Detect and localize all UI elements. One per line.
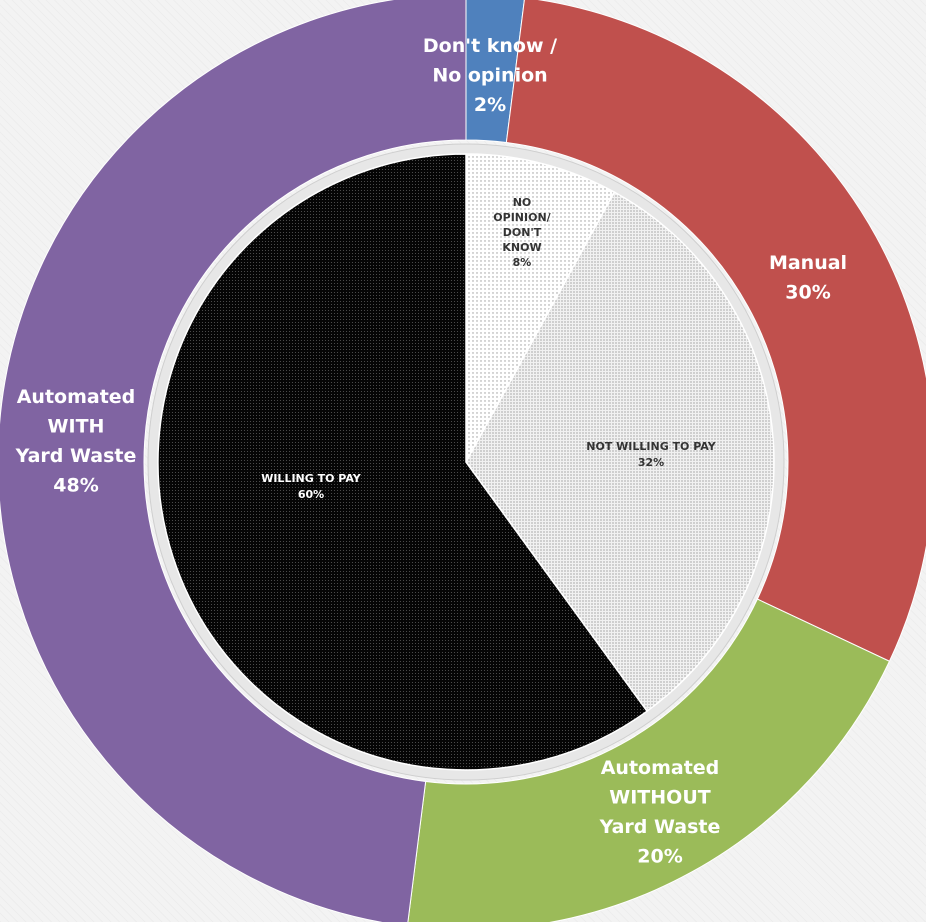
outer-label-automated-with-yard-waste-line: 48% xyxy=(53,475,98,497)
outer-label-automated-with-yard-waste: Automated WITH Yard Waste 48% xyxy=(15,386,137,497)
inner-label-willing-to-pay-line: 60% xyxy=(298,488,324,501)
inner-label-not-willing-to-pay-line: 32% xyxy=(638,456,664,469)
outer-label-automated-without-yard-waste-line: WITHOUT xyxy=(609,787,710,809)
outer-label-automated-with-yard-waste-line: Yard Waste xyxy=(15,445,137,467)
outer-label-automated-without-yard-waste-line: Yard Waste xyxy=(599,816,721,838)
outer-label-don-t-know-no-opinion: Don't know / No opinion 2% xyxy=(423,35,557,116)
outer-label-don-t-know-no-opinion-line: No opinion xyxy=(432,65,547,87)
outer-label-automated-without-yard-waste: Automated WITHOUT Yard Waste 20% xyxy=(599,757,721,868)
inner-label-no-opinion-don-t-know: NO OPINION/DON'T KNOW 8% xyxy=(493,196,551,269)
outer-label-manual-line: 30% xyxy=(785,282,830,304)
inner-label-no-opinion-don-t-know-line: DON'T xyxy=(503,226,542,239)
inner-slice-willing-to-pay xyxy=(157,153,649,771)
inner-label-willing-to-pay: WILLING TO PAY 60% xyxy=(261,472,362,501)
outer-label-automated-with-yard-waste-line: WITH xyxy=(48,416,105,438)
inner-slice-not-willing-to-pay xyxy=(465,191,775,713)
outer-label-don-t-know-no-opinion-line: Don't know / xyxy=(423,35,557,57)
outer-label-don-t-know-no-opinion-line: 2% xyxy=(474,94,506,116)
chart-labels: Don't know / No opinion 2% Manual 30% Automat… xyxy=(15,35,847,868)
outer-slice-manual xyxy=(505,0,926,662)
inner-label-no-opinion-don-t-know-line: KNOW xyxy=(502,241,541,254)
inner-pie xyxy=(157,153,775,771)
inner-label-not-willing-to-pay: NOT WILLING TO PAY 32% xyxy=(586,440,716,469)
outer-label-automated-with-yard-waste-line: Automated xyxy=(17,386,136,408)
inner-slice-no-opinion-don-t-know xyxy=(465,153,616,463)
inner-label-not-willing-to-pay-line: NOT WILLING TO PAY xyxy=(586,440,716,453)
inner-label-no-opinion-don-t-know-line: NO xyxy=(513,196,532,209)
outer-slice-automated-with-yard-waste xyxy=(0,0,467,922)
outer-slice-automated-without-yard-waste xyxy=(407,598,891,922)
outer-label-manual-line: Manual xyxy=(769,252,847,274)
outer-label-manual: Manual 30% xyxy=(769,252,847,304)
outer-label-automated-without-yard-waste-line: Automated xyxy=(601,757,720,779)
inner-label-willing-to-pay-line: WILLING TO PAY xyxy=(261,472,362,485)
inner-label-no-opinion-don-t-know-line: OPINION/ xyxy=(493,211,551,224)
inner-label-no-opinion-don-t-know-line: 8% xyxy=(513,256,532,269)
outer-label-automated-without-yard-waste-line: 20% xyxy=(637,846,682,868)
